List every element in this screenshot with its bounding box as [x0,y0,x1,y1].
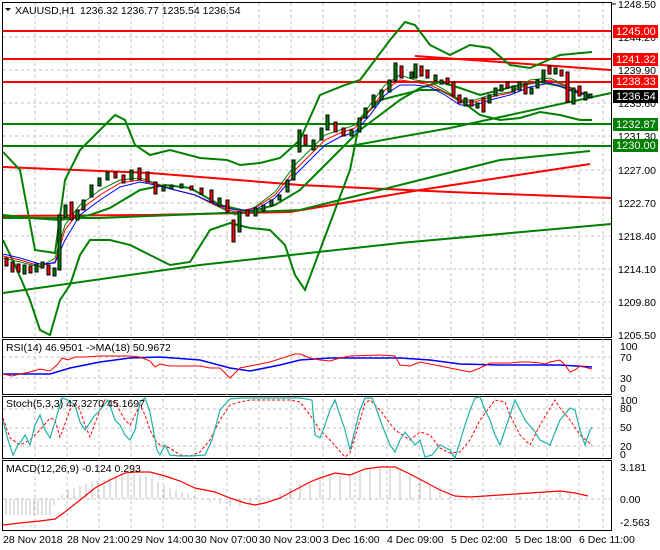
time-label: 28 Nov 2018 [3,534,63,546]
bb-lower [2,89,592,337]
stoch-level: 20 [620,441,632,453]
time-label: 5 Dec 02:00 [451,534,508,546]
rsi-level: 70 [620,352,632,364]
stoch-level: 80 [620,403,632,415]
price-label: 1214.10 [618,264,656,276]
macd-label: MACD(12,26,9) -0.124 0.293 [6,463,141,475]
macd-histogram [5,468,571,515]
ma-mid [2,79,593,267]
tag-1238: 1238.33 [616,76,656,88]
red-trendline-down [2,166,612,199]
symbol-label: XAUUSD,H1 [15,5,75,17]
stoch-level: 50 [620,422,632,434]
stoch-level: 100 [620,395,638,407]
time-axis: 28 Nov 2018 28 Nov 21:00 29 Nov 14:00 30… [3,534,635,546]
time-label: 30 Nov 23:00 [259,534,322,546]
price-label: 1218.40 [618,231,656,243]
price-label: 1248.50 [618,0,656,11]
rsi-level: 0 [620,383,626,395]
bb-upper [2,20,593,255]
green-trendline-low [2,223,612,294]
price-label: 1209.80 [618,297,656,309]
red-trendline-up [2,163,591,217]
trend-lines[interactable] [2,55,612,294]
candlesticks [4,62,593,277]
ma-slow [2,82,593,265]
price-label: 1205.50 [618,330,656,342]
macd-level: 3.181 [620,462,646,474]
bollinger-bands [2,20,593,337]
price-label: 1239.90 [618,65,656,77]
tag-1241: 1241.32 [616,54,656,66]
ma-fast [2,74,593,268]
tag-current-price: 1236.54 [616,91,656,103]
pane-frames [2,2,612,531]
rsi-ma-line [3,356,593,375]
time-label: 29 Nov 14:00 [131,534,194,546]
stoch-main-line [2,396,593,460]
time-label: 30 Nov 07:00 [195,534,258,546]
time-label: 5 Dec 18:00 [515,534,572,546]
price-tags: 1245.00 1241.32 1238.33 1236.54 1232.87 … [613,25,658,152]
price-label: 1222.70 [618,198,656,210]
rsi-label: RSI(14) 46.9501 ->MA(18) 50.9672 [6,342,171,354]
price-axis: 1248.50 1244.20 1239.90 1235.60 1231.30 … [612,0,656,342]
green-trendline-up [349,92,612,147]
price-label: 1227.00 [618,165,656,177]
time-label: 4 Dec 09:00 [387,534,444,546]
rsi-pane[interactable]: RSI(14) 46.9501 ->MA(18) 50.9672 100 70 … [2,341,638,395]
time-label: 28 Nov 21:00 [67,534,130,546]
tag-1230: 1230.00 [616,140,656,152]
stoch-signal-line [2,399,593,458]
rsi-level: 30 [620,373,632,385]
grid [3,3,611,530]
macd-pane[interactable]: MACD(12,26,9) -0.124 0.293 3.181 0.00 -2… [2,462,650,529]
tag-1245: 1245.00 [616,26,656,38]
rsi-level: 100 [620,341,638,353]
moving-averages [2,74,593,268]
stoch-label: Stoch(5,3,3) 47.3270 45.1697 [6,398,145,410]
chart-header[interactable]: XAUUSD,H1 1236.32 1236.77 1235.54 1236.5… [5,5,241,17]
macd-level: -2.563 [620,517,650,529]
green-ma-long [3,150,591,219]
stochastic-pane[interactable]: Stoch(5,3,3) 47.3270 45.1697 100 80 50 2… [2,395,638,461]
triangle-down-icon[interactable] [5,8,11,11]
time-label: 3 Dec 16:00 [323,534,380,546]
rsi-line [2,353,593,379]
stoch-level: 0 [620,449,626,461]
macd-signal-line [2,466,589,526]
time-label: 6 Dec 11:00 [579,534,635,546]
ohlc-values: 1236.32 1236.77 1235.54 1236.54 [80,5,241,17]
red-trendline-top [414,55,612,71]
tag-1232: 1232.87 [616,119,656,131]
macd-level: 0.00 [620,494,641,506]
